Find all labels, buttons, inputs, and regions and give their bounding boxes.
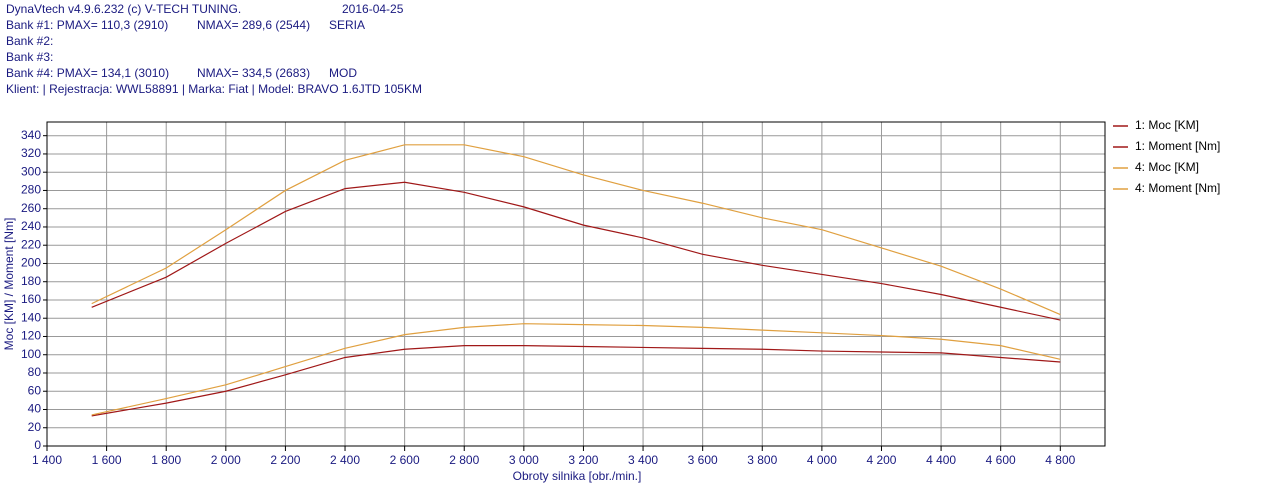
header-text: MOD [329,66,357,80]
x-tick-label: 4 400 [926,453,956,467]
legend-label: 4: Moc [KM] [1135,160,1199,174]
x-tick-label: 2 600 [390,453,420,467]
series-line [91,181,1061,321]
header-text: Klient: | Rejestracja: WWL58891 | Marka:… [6,82,422,96]
x-tick-label: 3 200 [568,453,598,467]
y-tick-label: 260 [21,201,41,215]
x-tick-label: 3 800 [747,453,777,467]
x-tick-label: 2 400 [330,453,360,467]
x-tick-label: 4 200 [866,453,896,467]
x-tick-label: 1 600 [92,453,122,467]
y-tick-label: 120 [21,329,41,343]
y-tick-label: 60 [28,383,42,397]
header-text: Bank #4: PMAX= 134,1 (3010) [6,66,169,80]
header-text: 2016-04-25 [342,2,404,16]
y-tick-label: 160 [21,292,41,306]
y-tick-label: 40 [28,402,42,416]
y-tick-label: 20 [28,420,42,434]
plot-frame [46,121,1106,447]
y-tick-label: 100 [21,347,41,361]
header-text: NMAX= 289,6 (2544) [197,18,310,32]
y-tick-label: 140 [21,310,41,324]
x-tick-label: 4 600 [986,453,1016,467]
x-tick-label: 3 600 [688,453,718,467]
header-text: SERIA [329,18,365,32]
legend-label: 1: Moment [Nm] [1135,139,1220,153]
x-tick-label: 2 800 [449,453,479,467]
x-tick-label: 1 400 [32,453,62,467]
header-text: Bank #2: [6,34,53,48]
header-text: DynaVtech v4.9.6.232 (c) V-TECH TUNING. [6,2,241,16]
x-tick-label: 1 800 [151,453,181,467]
header-text: NMAX= 334,5 (2683) [197,66,310,80]
y-axis-title: Moc [KM] / Moment [Nm] [2,218,16,351]
y-tick-label: 200 [21,256,41,270]
x-tick-label: 3 400 [628,453,658,467]
y-tick-label: 80 [28,365,42,379]
y-tick-label: 320 [21,146,41,160]
x-tick-label: 3 000 [509,453,539,467]
y-tick-label: 340 [21,128,41,142]
series-line [91,323,1061,416]
x-tick-label: 2 000 [211,453,241,467]
series-line [91,144,1061,316]
x-tick-label: 4 800 [1045,453,1075,467]
x-axis-title: Obroty silnika [obr./min.] [513,469,642,483]
header-text: Bank #1: PMAX= 110,3 (2910) [6,18,168,32]
header-text: Bank #3: [6,50,53,64]
y-tick-label: 240 [21,219,41,233]
x-tick-label: 2 200 [270,453,300,467]
y-tick-label: 0 [34,438,41,452]
y-tick-label: 220 [21,237,41,251]
legend-label: 4: Moment [Nm] [1135,181,1220,195]
series-line [91,345,1061,417]
legend-label: 1: Moc [KM] [1135,118,1199,132]
y-tick-label: 180 [21,274,41,288]
y-tick-label: 300 [21,164,41,178]
y-tick-label: 280 [21,183,41,197]
x-tick-label: 4 000 [807,453,837,467]
